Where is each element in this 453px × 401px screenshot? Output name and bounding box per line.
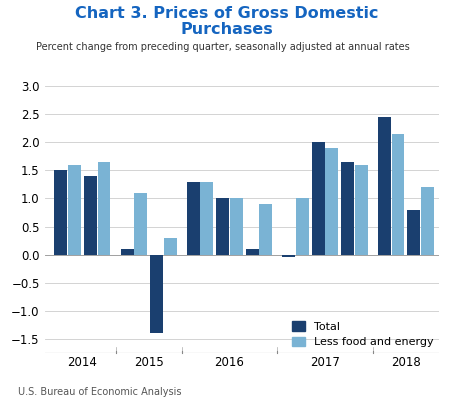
- Bar: [259, 204, 272, 255]
- Bar: [296, 198, 309, 255]
- Bar: [68, 165, 81, 255]
- Bar: [200, 182, 213, 255]
- Bar: [246, 249, 259, 255]
- Bar: [134, 193, 147, 255]
- Text: 2014: 2014: [67, 356, 97, 369]
- Text: 2018: 2018: [391, 356, 421, 369]
- Bar: [407, 210, 420, 255]
- Bar: [150, 255, 163, 333]
- Bar: [164, 238, 177, 255]
- Bar: [120, 249, 134, 255]
- Text: 2017: 2017: [310, 356, 340, 369]
- Text: 2016: 2016: [215, 356, 245, 369]
- Bar: [230, 198, 243, 255]
- Text: Chart 3. Prices of Gross Domestic: Chart 3. Prices of Gross Domestic: [75, 6, 378, 21]
- Text: Purchases: Purchases: [180, 22, 273, 37]
- Text: Percent change from preceding quarter, seasonally adjusted at annual rates: Percent change from preceding quarter, s…: [36, 42, 410, 52]
- Bar: [312, 142, 325, 255]
- Bar: [421, 187, 434, 255]
- Bar: [355, 165, 368, 255]
- Bar: [97, 162, 111, 255]
- Bar: [341, 162, 354, 255]
- Bar: [282, 255, 295, 257]
- Bar: [84, 176, 97, 255]
- Bar: [54, 170, 67, 255]
- Bar: [391, 134, 405, 255]
- Bar: [187, 182, 200, 255]
- Bar: [378, 117, 391, 255]
- Text: U.S. Bureau of Economic Analysis: U.S. Bureau of Economic Analysis: [18, 387, 182, 397]
- Text: 2015: 2015: [134, 356, 164, 369]
- Bar: [325, 148, 338, 255]
- Legend: Total, Less food and energy: Total, Less food and energy: [292, 321, 434, 347]
- Bar: [216, 198, 229, 255]
